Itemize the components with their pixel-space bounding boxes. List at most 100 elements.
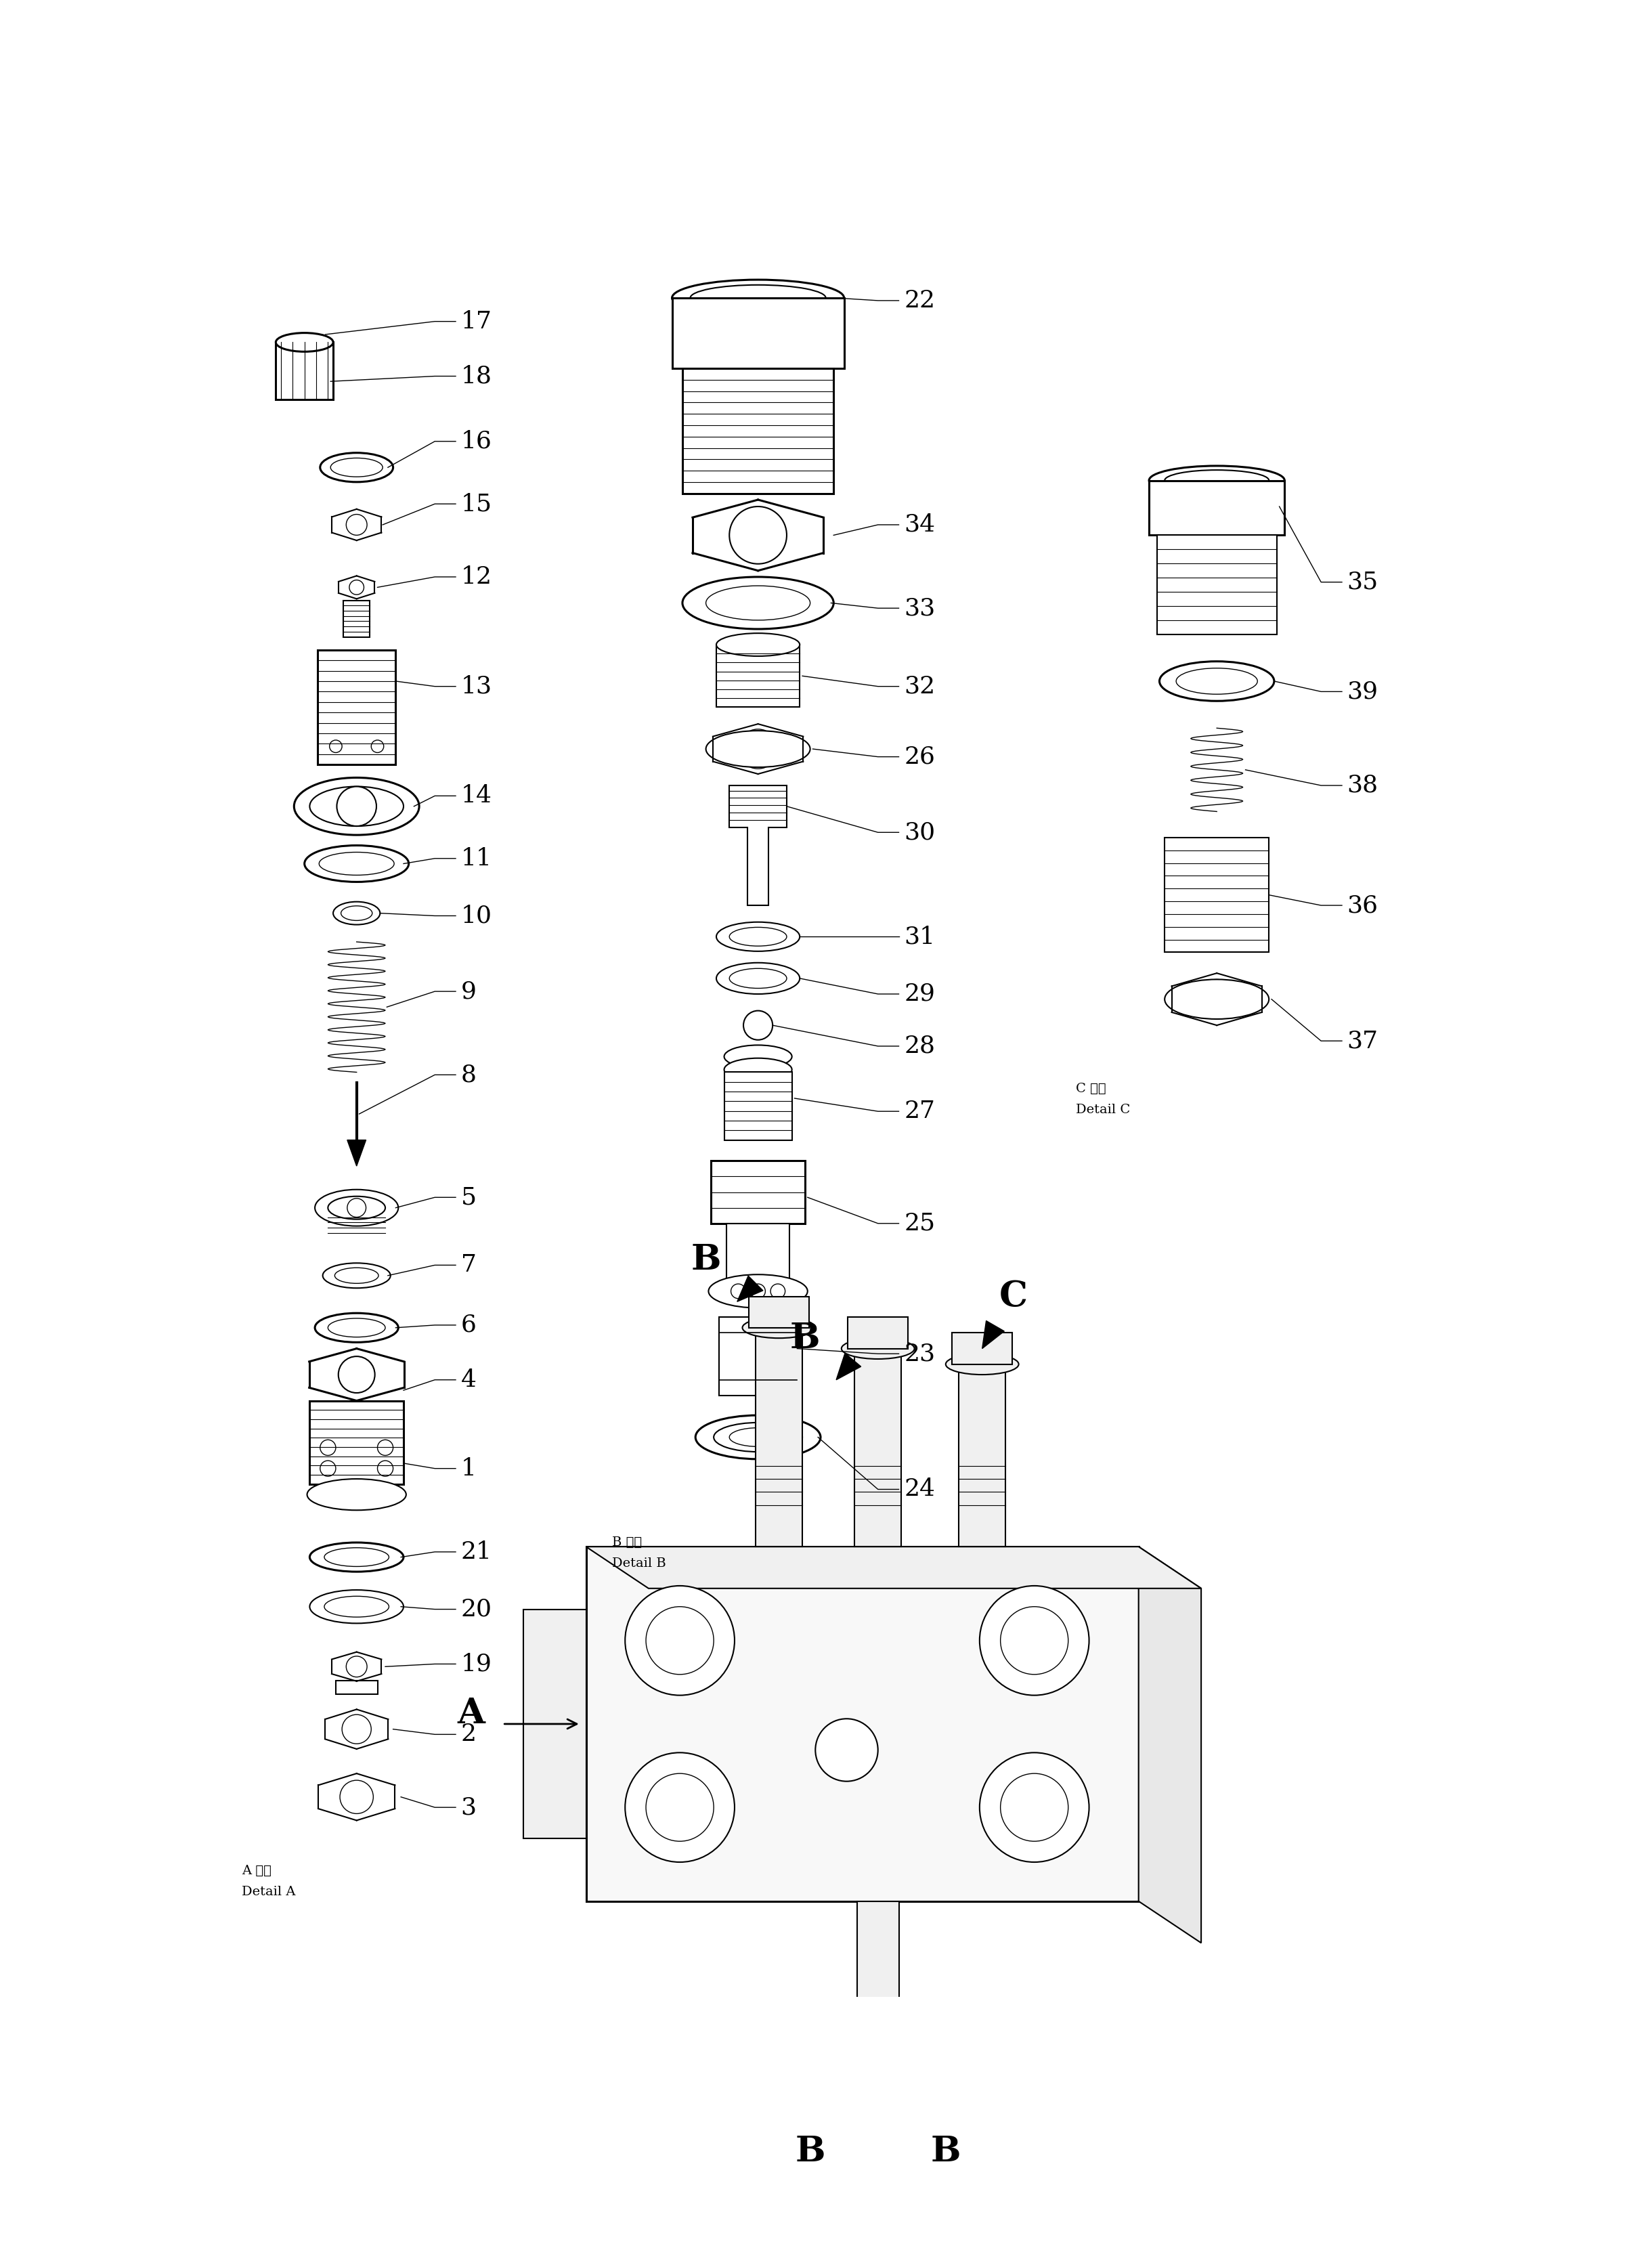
Ellipse shape	[742, 1317, 816, 1337]
Bar	[854, 1349, 902, 1546]
Ellipse shape	[276, 332, 334, 352]
Bar	[952, 1333, 1013, 1364]
Text: C 詳細: C 詳細	[1075, 1082, 1107, 1095]
Text: 7: 7	[461, 1254, 476, 1277]
Ellipse shape	[1160, 662, 1274, 700]
Text: 23: 23	[904, 1342, 935, 1364]
Text: 11: 11	[461, 846, 492, 871]
Bar	[344, 601, 370, 637]
Text: Detail C: Detail C	[1075, 1104, 1130, 1115]
Polygon shape	[788, 2109, 809, 2139]
Ellipse shape	[682, 577, 834, 628]
Polygon shape	[836, 1353, 861, 1380]
Polygon shape	[983, 1322, 1004, 1349]
Text: 33: 33	[904, 597, 935, 619]
Polygon shape	[729, 785, 786, 904]
Text: B: B	[795, 2134, 826, 2168]
Text: 37: 37	[1346, 1030, 1378, 1052]
Circle shape	[980, 1587, 1089, 1694]
Ellipse shape	[709, 1275, 808, 1308]
Circle shape	[377, 1441, 393, 1456]
Polygon shape	[1138, 1546, 1201, 1943]
Circle shape	[347, 1656, 367, 1676]
Ellipse shape	[1165, 469, 1269, 491]
Text: 13: 13	[461, 675, 492, 698]
Text: 28: 28	[904, 1034, 935, 1057]
Ellipse shape	[319, 853, 395, 875]
Polygon shape	[347, 1140, 367, 1167]
Text: 21: 21	[461, 1539, 492, 1564]
Circle shape	[624, 1753, 735, 1863]
Bar	[276, 343, 334, 399]
Text: 12: 12	[461, 565, 492, 588]
Text: C: C	[999, 1279, 1028, 1313]
Ellipse shape	[320, 453, 393, 482]
Text: 20: 20	[461, 1598, 492, 1620]
Text: 15: 15	[461, 491, 492, 516]
Bar	[682, 368, 834, 494]
Text: A: A	[458, 1696, 486, 1730]
Bar	[524, 1609, 586, 1838]
Circle shape	[980, 1753, 1089, 1863]
Text: 31: 31	[904, 925, 935, 949]
Bar	[847, 1317, 909, 1349]
Bar	[724, 1073, 791, 1140]
Circle shape	[320, 1461, 335, 1477]
Text: 2: 2	[461, 1723, 476, 1746]
Text: 10: 10	[461, 904, 492, 927]
Ellipse shape	[717, 963, 800, 994]
Text: 27: 27	[904, 1100, 935, 1122]
Bar	[864, 2042, 892, 2085]
Text: 38: 38	[1346, 774, 1378, 797]
Circle shape	[342, 1714, 372, 1744]
Ellipse shape	[307, 1479, 406, 1510]
Bar	[717, 644, 800, 707]
Circle shape	[340, 1779, 373, 1813]
Bar	[672, 298, 844, 368]
Ellipse shape	[334, 902, 380, 925]
Circle shape	[329, 741, 342, 752]
Text: 5: 5	[461, 1185, 476, 1210]
Circle shape	[816, 1719, 877, 1782]
Text: 36: 36	[1346, 893, 1378, 918]
Text: 24: 24	[904, 1479, 935, 1501]
Ellipse shape	[329, 1317, 385, 1337]
Ellipse shape	[1165, 978, 1269, 1019]
Bar	[1150, 480, 1285, 534]
Ellipse shape	[841, 1337, 915, 1360]
Text: A 詳細: A 詳細	[241, 1865, 271, 1876]
Ellipse shape	[729, 969, 786, 987]
Text: 8: 8	[461, 1064, 476, 1086]
Circle shape	[377, 1461, 393, 1477]
Circle shape	[347, 514, 367, 534]
Circle shape	[738, 729, 778, 770]
Ellipse shape	[729, 927, 786, 947]
Text: 32: 32	[904, 675, 935, 698]
Circle shape	[730, 1284, 745, 1299]
Text: 17: 17	[461, 310, 492, 332]
Circle shape	[646, 1773, 714, 1842]
Ellipse shape	[329, 1196, 385, 1218]
Text: 3: 3	[461, 1795, 476, 1820]
Ellipse shape	[729, 1427, 786, 1447]
Circle shape	[349, 579, 363, 595]
Circle shape	[347, 1198, 367, 1216]
Ellipse shape	[309, 785, 403, 826]
Circle shape	[372, 741, 383, 752]
Circle shape	[770, 1284, 785, 1299]
Bar	[317, 651, 396, 765]
Ellipse shape	[324, 1548, 388, 1566]
Bar	[727, 1223, 790, 1281]
Circle shape	[1001, 1607, 1069, 1674]
Polygon shape	[923, 2109, 945, 2139]
Ellipse shape	[695, 1416, 821, 1459]
Bar	[586, 1546, 1138, 1901]
Text: 19: 19	[461, 1652, 492, 1676]
Ellipse shape	[335, 1268, 378, 1284]
Text: 26: 26	[904, 745, 935, 767]
Text: 1: 1	[461, 1456, 476, 1481]
Circle shape	[1001, 1773, 1069, 1842]
Ellipse shape	[717, 922, 800, 951]
Ellipse shape	[340, 907, 372, 920]
Ellipse shape	[324, 1595, 388, 1618]
